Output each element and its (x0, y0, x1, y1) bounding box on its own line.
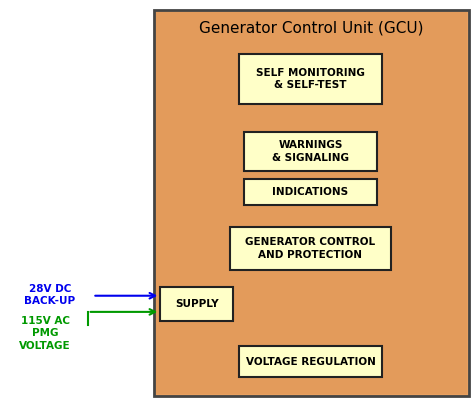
Text: 28V DC
BACK-UP: 28V DC BACK-UP (24, 284, 75, 306)
Text: Generator Control Unit (GCU): Generator Control Unit (GCU) (200, 20, 424, 35)
Bar (160, 287, 233, 321)
Text: 115V AC
PMG
VOLTAGE: 115V AC PMG VOLTAGE (19, 316, 71, 351)
Text: WARNINGS
& SIGNALING: WARNINGS & SIGNALING (272, 140, 349, 163)
Text: SELF MONITORING
& SELF-TEST: SELF MONITORING & SELF-TEST (256, 67, 365, 90)
Bar (154, 10, 469, 396)
Text: INDICATIONS: INDICATIONS (273, 187, 348, 197)
Bar (244, 179, 377, 205)
Text: GENERATOR CONTROL
AND PROTECTION: GENERATOR CONTROL AND PROTECTION (246, 237, 375, 260)
Bar (239, 53, 382, 104)
Bar (239, 346, 382, 377)
Bar (156, 12, 467, 394)
Bar (230, 227, 391, 270)
Bar (244, 133, 377, 170)
Text: VOLTAGE REGULATION: VOLTAGE REGULATION (246, 357, 375, 366)
Text: SUPPLY: SUPPLY (175, 299, 219, 309)
